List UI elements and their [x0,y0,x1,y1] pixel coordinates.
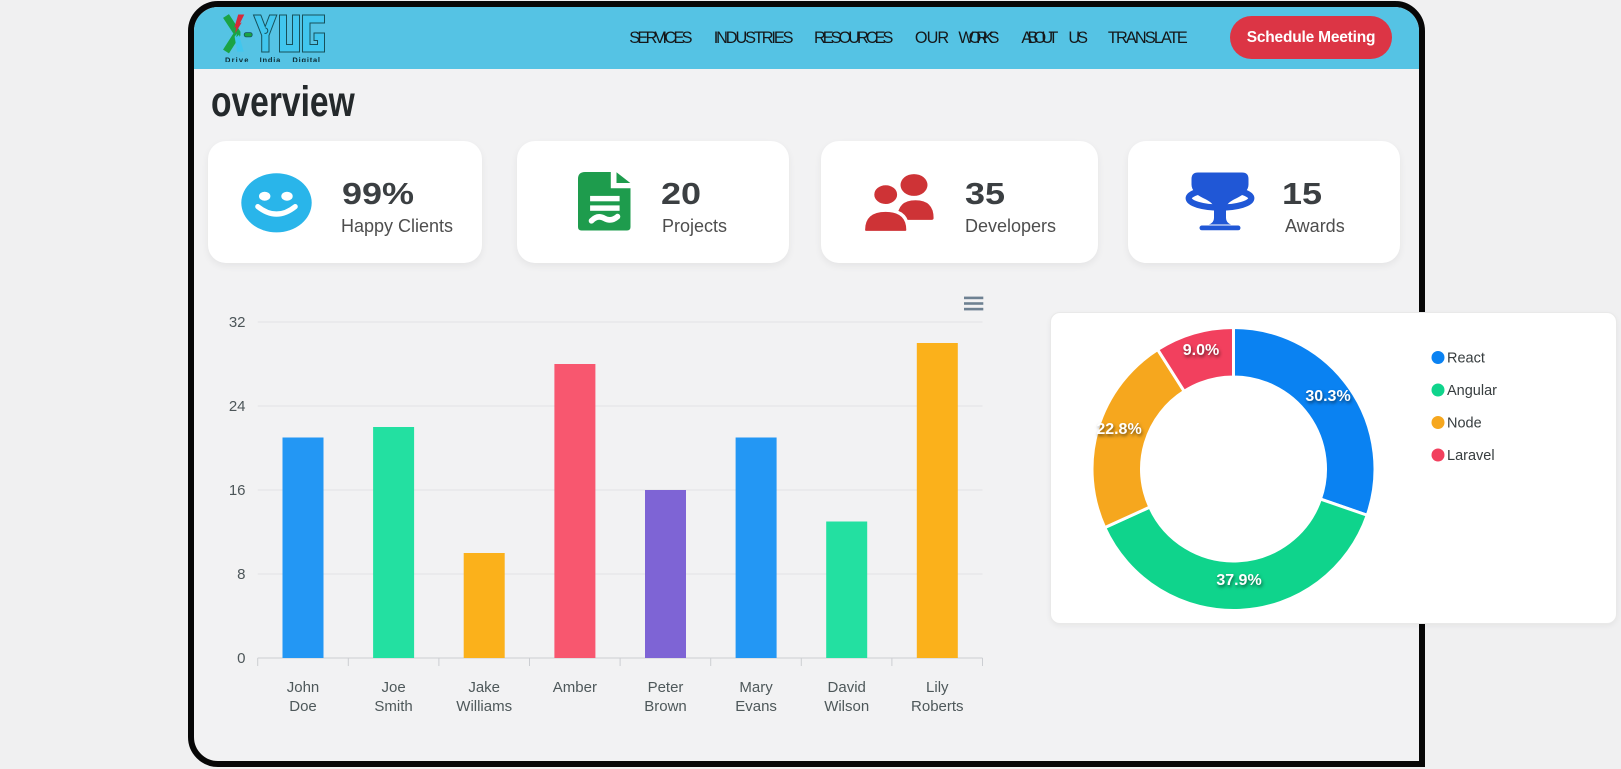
svg-text:India: India [260,56,282,63]
svg-text:37.9%: 37.9% [1216,572,1261,589]
svg-text:32: 32 [229,314,246,331]
svg-text:Amber: Amber [553,679,597,696]
svg-text:Smith: Smith [374,698,412,715]
svg-text:8: 8 [237,566,245,583]
svg-text:David: David [828,679,866,696]
svg-text:30.3%: 30.3% [1305,388,1350,405]
svg-text:Joe: Joe [382,679,406,696]
svg-text:US: US [1068,29,1088,47]
svg-text:INDUSTRIES: INDUSTRIES [714,29,794,47]
svg-text:WORKS: WORKS [958,29,999,47]
svg-text:Roberts: Roberts [911,698,964,715]
svg-text:OUR: OUR [915,29,949,47]
svg-text:Doe: Doe [289,698,317,715]
svg-text:Peter: Peter [648,679,684,696]
svg-text:React: React [1447,351,1485,367]
svg-text:16: 16 [229,482,246,499]
svg-text:Brown: Brown [644,698,687,715]
svg-text:Drive: Drive [225,56,248,63]
svg-text:24: 24 [229,398,246,415]
svg-text:SERVICES: SERVICES [629,29,692,47]
svg-text:Jake: Jake [468,679,500,696]
svg-text:Digital: Digital [292,56,320,63]
svg-text:Williams: Williams [456,698,512,715]
svg-text:ABOUT: ABOUT [1021,29,1058,47]
svg-text:Wilson: Wilson [824,698,869,715]
svg-text:0: 0 [237,650,245,667]
svg-text:Lily: Lily [926,679,949,696]
svg-text:22.8%: 22.8% [1096,421,1141,438]
svg-text:RESOURCES: RESOURCES [814,29,894,47]
svg-text:Angular: Angular [1447,383,1497,399]
svg-text:9.0%: 9.0% [1183,342,1219,359]
svg-text:Laravel: Laravel [1447,448,1495,464]
svg-text:Evans: Evans [735,698,777,715]
svg-text:TRANSLATE: TRANSLATE [1108,29,1188,47]
svg-text:John: John [287,679,320,696]
svg-text:Node: Node [1447,416,1482,432]
svg-text:Mary: Mary [739,679,773,696]
